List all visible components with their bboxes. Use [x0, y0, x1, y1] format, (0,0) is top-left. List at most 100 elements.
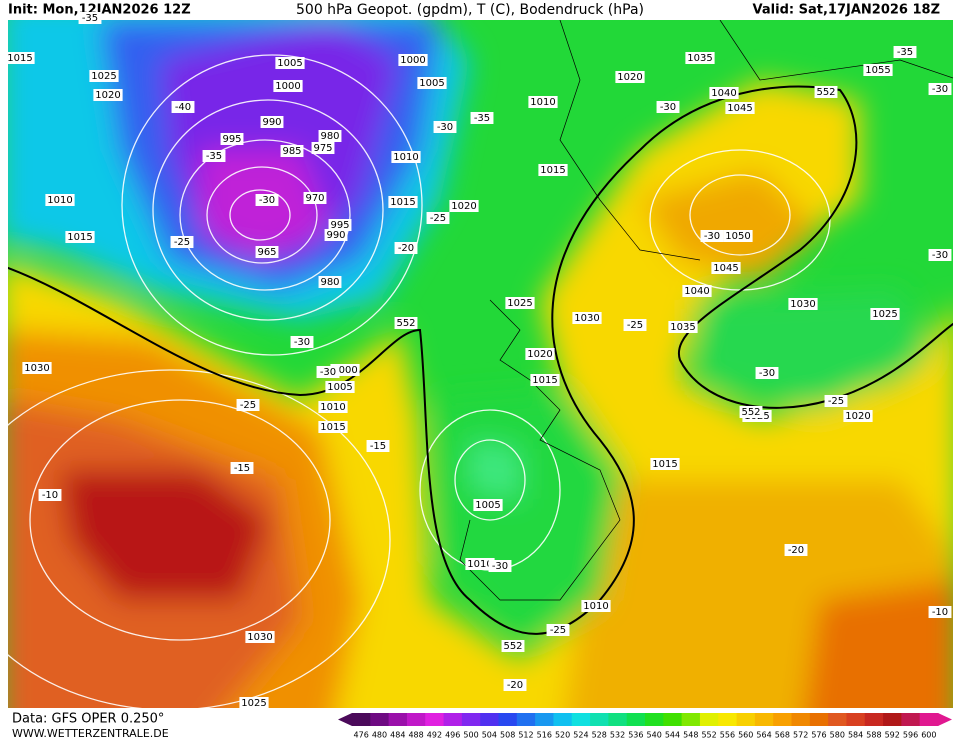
legend-swatch	[370, 713, 390, 726]
geopotential-552	[8, 85, 953, 635]
legend-label: 568	[775, 731, 790, 740]
temperature-label-box	[824, 395, 848, 407]
temperature-label-box	[700, 230, 724, 242]
pressure-label: 1000	[275, 81, 300, 92]
map-title: 500 hPa Geopot. (gpdm), T (C), Bodendruc…	[296, 2, 644, 18]
temperature-label-box	[171, 101, 195, 113]
legend-swatch	[480, 713, 499, 726]
geopotential-label-box	[739, 406, 763, 418]
temperature-label: -30	[932, 250, 948, 261]
temperature-label: -25	[627, 320, 643, 331]
temperature-label-box	[202, 150, 226, 162]
temperature-label: -30	[259, 195, 275, 206]
temperature-label: -30	[294, 337, 310, 348]
pressure-label: 1010	[467, 559, 492, 570]
pressure-label: 1020	[95, 90, 120, 101]
pressure-label: 995	[330, 220, 349, 231]
legend-swatch	[663, 713, 683, 726]
pressure-label-box	[668, 321, 698, 333]
temperature-label: -20	[788, 545, 804, 556]
temperature-label: -30	[759, 368, 775, 379]
pressure-label: 1010	[47, 195, 72, 206]
legend-swatch	[425, 713, 445, 726]
legend-label: 556	[720, 731, 735, 740]
pressure-label-box	[538, 164, 568, 176]
temperature-label: -25	[430, 213, 446, 224]
legend-swatch	[388, 713, 408, 726]
legend-swatch	[571, 713, 591, 726]
temperature-label-box	[928, 606, 952, 618]
temperature-label: -35	[897, 47, 913, 58]
legend-label: 484	[390, 731, 405, 740]
geopotential-label-box	[501, 640, 525, 652]
pressure-label-box	[260, 116, 284, 128]
legend-label: 532	[610, 731, 625, 740]
pressure-label-box	[505, 297, 535, 309]
legend-arrow-right	[938, 713, 952, 726]
pressure-label-box	[788, 298, 818, 310]
legend-swatch	[608, 713, 628, 726]
pressure-label: 1015	[652, 459, 677, 470]
pressure-label-box	[239, 697, 269, 709]
pressure-label: 1040	[684, 286, 709, 297]
pressure-label: 1010	[320, 402, 345, 413]
pressure-label: 1025	[91, 71, 116, 82]
temperature-label: -30	[660, 102, 676, 113]
pressure-label: 995	[222, 134, 241, 145]
pressure-label-box	[572, 312, 602, 324]
temperature-label: -35	[82, 13, 98, 24]
pressure-label: 1050	[725, 231, 750, 242]
temperature-label: -25	[550, 625, 566, 636]
pressure-label-box	[325, 381, 355, 393]
pressure-label: 1030	[574, 313, 599, 324]
isobars	[8, 54, 831, 708]
legend-label: 580	[830, 731, 845, 740]
legend: 476 480 484 488 492 496 500 504 508 512 516 520 524 5…	[338, 713, 952, 740]
pressure-label-box	[465, 558, 495, 570]
legend-label: 596	[903, 731, 918, 740]
temperature-label-box	[170, 236, 194, 248]
pressure-label: 1035	[670, 322, 695, 333]
pressure-label: 975	[313, 143, 332, 154]
pressure-label-box	[318, 276, 342, 288]
temperature-label: -30	[932, 84, 948, 95]
temperature-label-box	[236, 399, 260, 411]
legend-swatch	[809, 713, 829, 726]
pressure-label: 980	[320, 131, 339, 142]
legend-label: 548	[683, 731, 698, 740]
site-name: WWW.WETTERZENTRALE.DE	[12, 727, 169, 740]
legend-swatch	[828, 713, 847, 726]
temperature-label: -20	[398, 243, 414, 254]
temperature-label-box	[78, 12, 102, 24]
legend-label: 588	[866, 731, 881, 740]
temperature-label-box	[893, 46, 917, 58]
pressure-label: 1010	[583, 601, 608, 612]
pressure-label-box	[398, 54, 428, 66]
temperature-label-box	[290, 336, 314, 348]
pressure-label-box	[530, 374, 560, 386]
temperature-label: -30	[437, 122, 453, 133]
pressure-label-box	[525, 348, 555, 360]
pressure-label-box	[725, 102, 755, 114]
legend-swatch	[352, 713, 371, 726]
pressure-label-box	[709, 87, 739, 99]
pressure-label-box	[303, 192, 327, 204]
temperature-label-box	[755, 367, 779, 379]
pressure-label-box	[843, 410, 873, 422]
legend-swatch	[699, 713, 719, 726]
temperature-label: -35	[206, 151, 222, 162]
legend-label: 508	[500, 731, 515, 740]
geopotential-label-box	[394, 317, 418, 329]
pressure-label: 1005	[419, 78, 444, 89]
temperature-label-box	[546, 624, 570, 636]
pressure-label-box	[89, 70, 119, 82]
legend-swatch	[773, 713, 792, 726]
pressure-label-box	[324, 229, 348, 241]
pressure-label: 1045	[727, 103, 752, 114]
pressure-label: 970	[305, 193, 324, 204]
temperature-label: -30	[704, 231, 720, 242]
legend-arrow-left	[338, 713, 352, 726]
